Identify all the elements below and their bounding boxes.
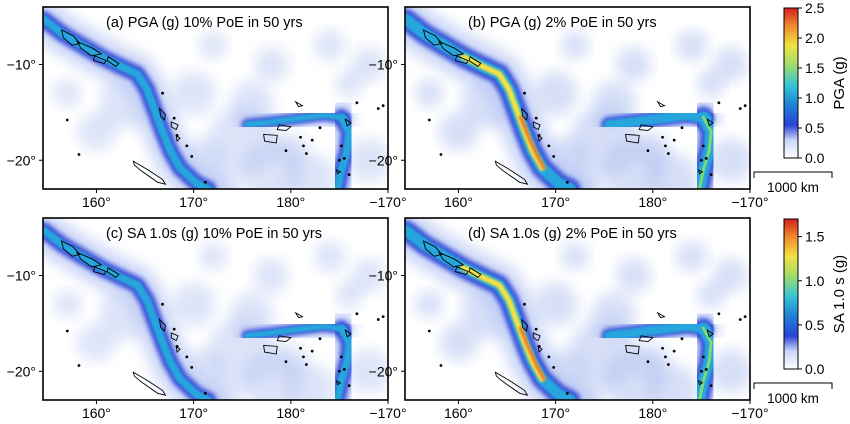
map-panel: (d) SA 1.0s (g) 2% PoE in 50 yrs −10° −20°…	[369, 217, 769, 421]
map-panel: (c) SA 1.0s (g) 10% PoE in 50 yrs −10° −20…	[7, 217, 407, 421]
lon-tick-label: 170°	[179, 194, 208, 210]
lat-tick-label: −10°	[369, 56, 398, 72]
panel-frame	[404, 6, 751, 190]
map-panel: (b) PGA (g) 2% PoE in 50 yrs −10° −20° 160°…	[369, 6, 769, 210]
lat-tick-label: −20°	[7, 363, 36, 379]
colorbar-label: PGA (g)	[831, 56, 848, 109]
hazard-field	[43, 7, 388, 189]
panel-frame	[404, 217, 751, 401]
colorbar-tick-label: 1.0	[805, 90, 825, 106]
colorbar-tick-label: 1.5	[805, 229, 825, 245]
colorbar-tick-label: 1.5	[805, 60, 825, 76]
panel-frame	[42, 217, 389, 401]
hazard-field	[405, 7, 750, 189]
lon-tick-label: −170°	[369, 194, 406, 210]
lon-tick-label: 180°	[638, 405, 667, 421]
scale-bar: 1000 km	[753, 382, 833, 406]
lon-tick-label: 180°	[276, 405, 305, 421]
hazard-field	[43, 218, 388, 400]
lon-tick-label: −170°	[731, 194, 768, 210]
lon-tick-label: −170°	[731, 405, 768, 421]
lat-tick-label: −10°	[7, 56, 36, 72]
colorbar-tick-label: 0.0	[805, 150, 825, 166]
lat-tick-label: −20°	[369, 152, 398, 168]
panel-title: (b) PGA (g) 2% PoE in 50 yrs	[468, 15, 657, 31]
hazard-field	[405, 218, 750, 400]
colorbar-tick-label: 0.5	[805, 120, 825, 136]
colorbar-tick-label: 0.5	[805, 317, 825, 333]
panel-title: (d) SA 1.0s (g) 2% PoE in 50 yrs	[468, 226, 677, 242]
lon-tick-label: 160°	[444, 405, 473, 421]
lon-tick-label: 180°	[276, 194, 305, 210]
lon-tick-label: 170°	[541, 405, 570, 421]
lat-tick-label: −20°	[369, 363, 398, 379]
colorbar: 0.0 0.5 1.0 1.5 2.0 2.5 PGA (g) 1000 km	[753, 0, 848, 195]
lon-tick-label: 160°	[444, 194, 473, 210]
colorbar-tick-label: 2.5	[805, 0, 825, 16]
map-panel: (a) PGA (g) 10% PoE in 50 yrs −10° −20° 160…	[7, 6, 407, 210]
panel-title: (c) SA 1.0s (g) 10% PoE in 50 yrs	[106, 226, 322, 242]
colorbar-label: SA 1.0 s (g)	[831, 255, 848, 333]
colorbar-ramp	[783, 218, 799, 370]
colorbar-tick-label: 0.0	[805, 361, 825, 377]
lat-tick-label: −20°	[7, 152, 36, 168]
colorbar-tick-label: 1.0	[805, 273, 825, 289]
panel-frame	[42, 6, 389, 190]
panel-title: (a) PGA (g) 10% PoE in 50 yrs	[106, 15, 303, 31]
colorbar: 0.0 0.5 1.0 1.5 SA 1.0 s (g) 1000 km	[753, 218, 848, 406]
lon-tick-label: −170°	[369, 405, 406, 421]
lon-tick-label: 170°	[541, 194, 570, 210]
scale-bar-label: 1000 km	[767, 180, 819, 195]
scale-bar: 1000 km	[753, 171, 833, 195]
scale-bar-label: 1000 km	[767, 391, 819, 406]
lat-tick-label: −10°	[369, 267, 398, 283]
lon-tick-label: 170°	[179, 405, 208, 421]
lon-tick-label: 180°	[638, 194, 667, 210]
lon-tick-label: 160°	[82, 194, 111, 210]
colorbar-tick-label: 2.0	[805, 30, 825, 46]
colorbar-ramp	[783, 7, 799, 159]
lat-tick-label: −10°	[7, 267, 36, 283]
lon-tick-label: 160°	[82, 405, 111, 421]
